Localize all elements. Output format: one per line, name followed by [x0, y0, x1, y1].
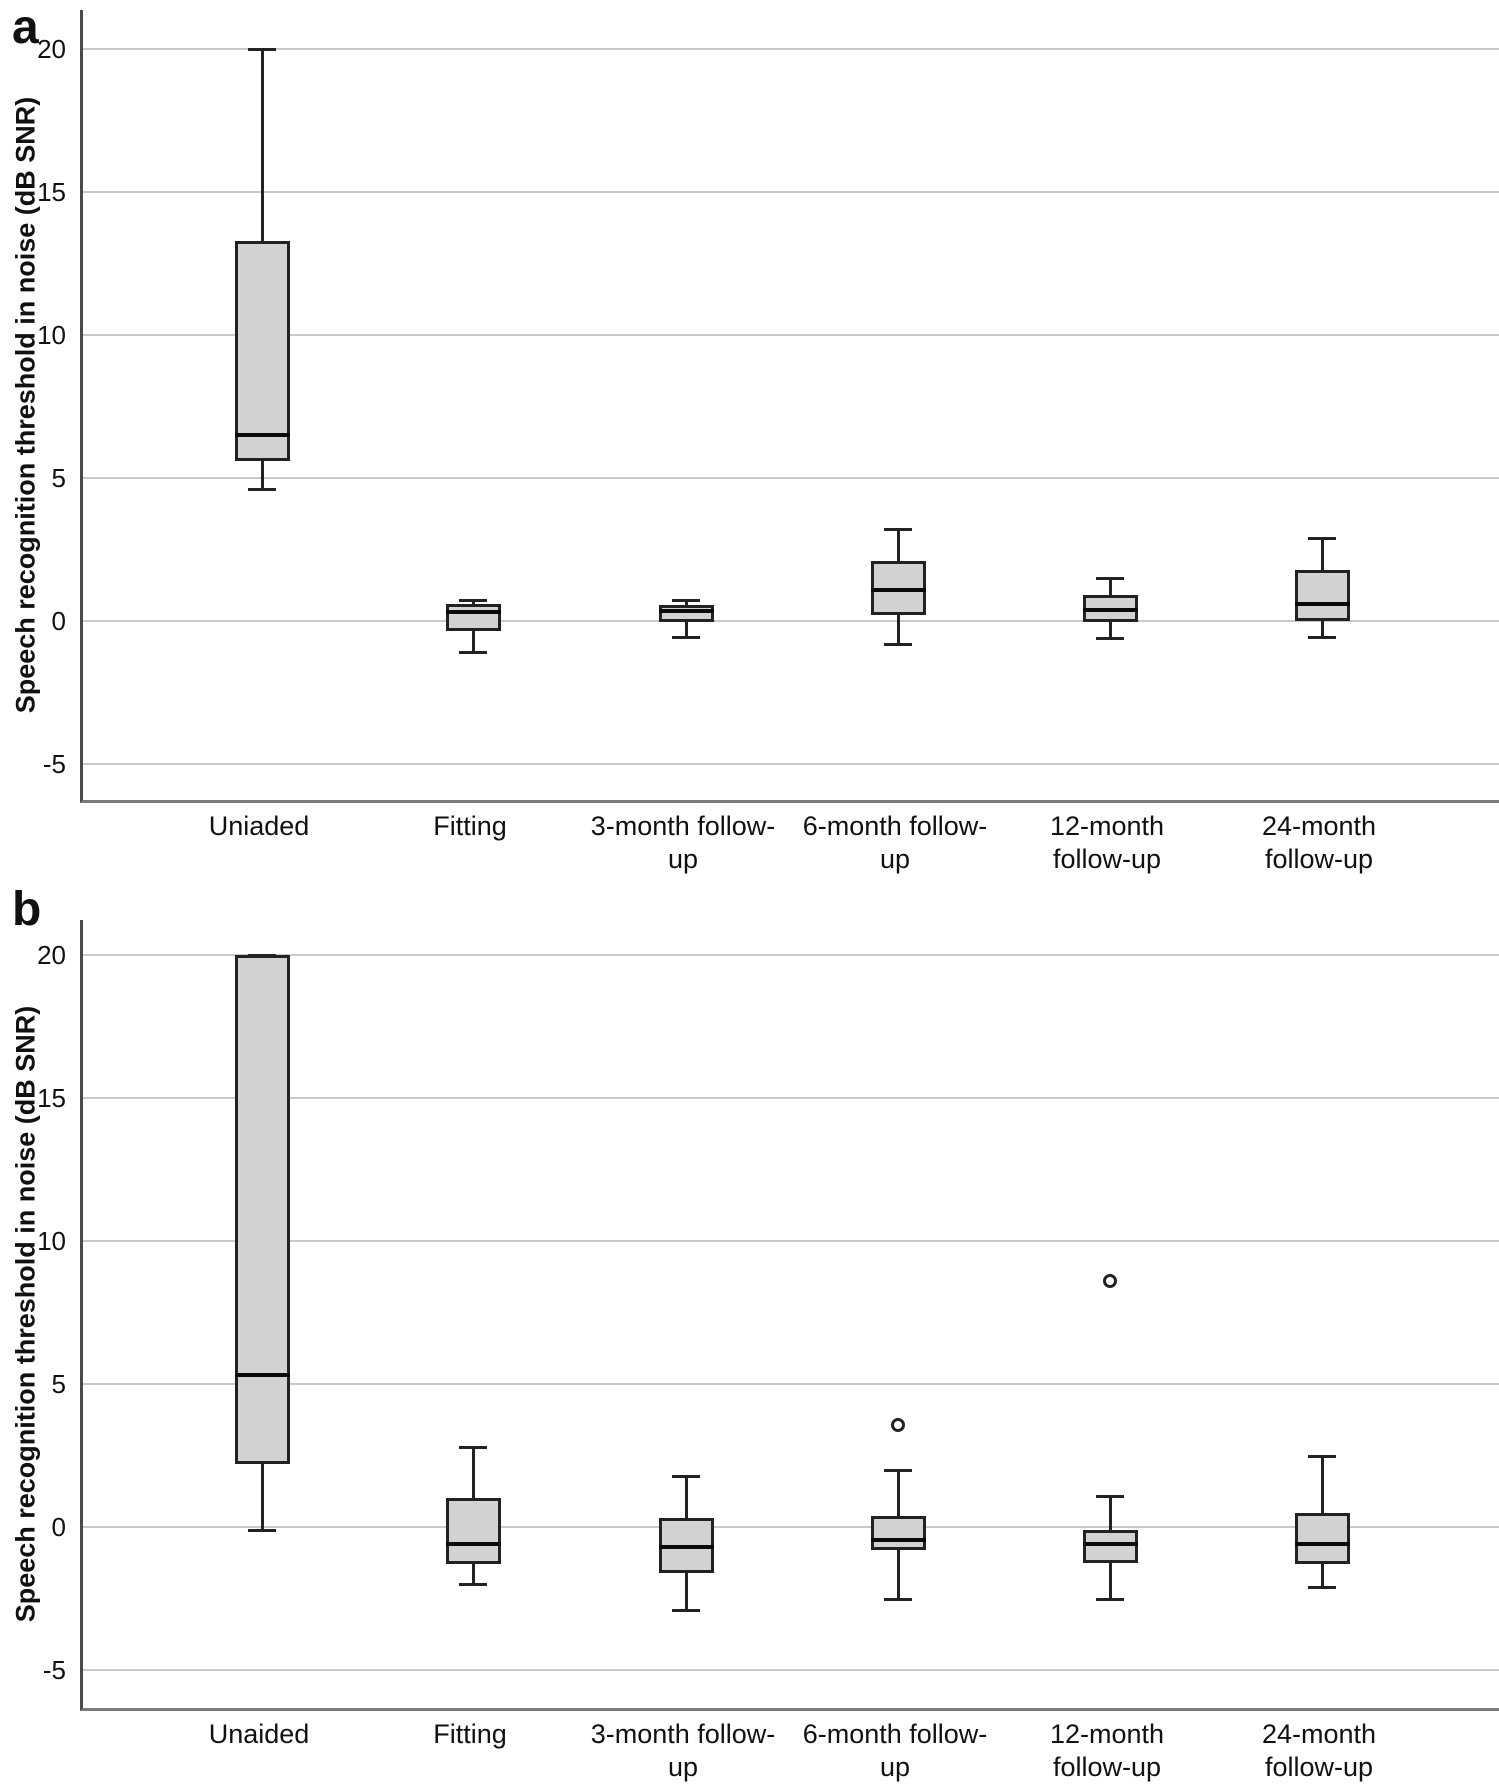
y-tick-label-15: 15	[37, 177, 66, 207]
x-category-label-fitting: Fitting	[433, 1719, 507, 1749]
gridline-10	[83, 1240, 1499, 1242]
x-category-label-6-month-follow-up: 6-month follow- up	[802, 811, 988, 874]
median-line-24-month-follow-up	[1295, 601, 1350, 606]
gridline-15	[83, 191, 1499, 193]
box-3-month-follow-up	[659, 605, 714, 623]
median-line-uniaded	[235, 433, 290, 438]
median-line-6-month-follow-up	[871, 1537, 926, 1542]
panel-b: b Speech recognition threshold in noise …	[0, 872, 1499, 1784]
median-line-unaided	[235, 1373, 290, 1378]
gridline--5	[83, 1669, 1499, 1671]
panel-a-letter: a	[12, 1, 39, 54]
x-category-label-uniaded: Uniaded	[208, 811, 310, 841]
panel-b-letter: b	[12, 883, 42, 936]
gridline-10	[83, 334, 1499, 336]
box-unaided	[235, 955, 290, 1465]
y-tick-label-10: 10	[37, 320, 66, 350]
median-line-3-month-follow-up	[659, 1545, 714, 1550]
median-line-3-month-follow-up	[659, 608, 714, 613]
y-tick-label-0: 0	[51, 606, 66, 636]
x-category-label-12-month-follow-up: 12-month follow-up	[1049, 1719, 1165, 1782]
gridline-20	[83, 48, 1499, 50]
x-category-label-3-month-follow-up: 3-month follow- up	[590, 1719, 776, 1782]
y-tick-label--5: -5	[42, 1655, 66, 1685]
x-category-label-12-month-follow-up: 12-month follow-up	[1049, 811, 1165, 874]
median-line-12-month-follow-up	[1083, 1542, 1138, 1547]
whisker-cap-high-fitting	[459, 1445, 487, 1449]
gridline-5	[83, 477, 1499, 479]
median-line-fitting	[446, 1542, 501, 1547]
gridline-15	[83, 1097, 1499, 1099]
box-uniaded	[235, 240, 290, 461]
y-tick-label-20: 20	[37, 34, 66, 64]
x-category-label-fitting: Fitting	[433, 811, 507, 841]
y-tick-label-20: 20	[37, 940, 66, 970]
panel-a: a Speech recognition threshold in noise …	[0, 0, 1499, 874]
median-line-6-month-follow-up	[871, 587, 926, 592]
y-tick-label-15: 15	[37, 1083, 66, 1113]
whisker-cap-low-24-month-follow-up	[1308, 1586, 1336, 1590]
whisker-cap-high-3-month-follow-up	[672, 598, 700, 602]
x-category-label-24-month-follow-up: 24-month follow-up	[1261, 1719, 1377, 1782]
whisker-cap-high-3-month-follow-up	[672, 1474, 700, 1478]
whisker-cap-high-24-month-follow-up	[1308, 1454, 1336, 1458]
outlier-point-12-month-follow-up-0	[1103, 1274, 1117, 1289]
gridline-0	[83, 620, 1499, 622]
whisker-cap-low-uniaded	[248, 488, 276, 492]
whisker-cap-high-uniaded	[248, 48, 276, 51]
whisker-cap-low-3-month-follow-up	[672, 635, 700, 639]
panel-a-plot-area	[80, 10, 1499, 803]
whisker-cap-low-12-month-follow-up	[1096, 637, 1124, 641]
y-tick-label-5: 5	[51, 463, 66, 493]
box-24-month-follow-up	[1295, 1512, 1350, 1565]
x-category-label-6-month-follow-up: 6-month follow- up	[802, 1719, 988, 1782]
whisker-cap-low-unaided	[248, 1528, 276, 1532]
whisker-cap-high-6-month-follow-up	[884, 1468, 912, 1472]
gridline-5	[83, 1383, 1499, 1385]
median-line-fitting	[446, 610, 501, 615]
y-tick-label--5: -5	[42, 749, 66, 779]
gridline--5	[83, 763, 1499, 765]
panel-b-plot-area	[80, 920, 1499, 1711]
x-category-label-24-month-follow-up: 24-month follow-up	[1261, 811, 1377, 874]
median-line-24-month-follow-up	[1295, 1542, 1350, 1547]
whisker-cap-low-12-month-follow-up	[1096, 1597, 1124, 1601]
whisker-cap-low-6-month-follow-up	[884, 1597, 912, 1601]
whisker-cap-low-3-month-follow-up	[672, 1608, 700, 1612]
y-tick-label-5: 5	[51, 1369, 66, 1399]
box-6-month-follow-up	[871, 1515, 926, 1550]
box-fitting	[446, 1498, 501, 1565]
y-tick-label-10: 10	[37, 1226, 66, 1256]
whisker-cap-low-fitting	[459, 1583, 487, 1587]
y-tick-label-0: 0	[51, 1512, 66, 1542]
box-12-month-follow-up	[1083, 1529, 1138, 1563]
box-fitting	[446, 603, 501, 631]
gridline-0	[83, 1526, 1499, 1528]
x-category-label-unaided: Unaided	[208, 1719, 310, 1749]
median-line-12-month-follow-up	[1083, 607, 1138, 612]
whisker-cap-high-12-month-follow-up	[1096, 1494, 1124, 1498]
whisker-cap-high-fitting	[459, 598, 487, 602]
whisker-cap-low-24-month-follow-up	[1308, 635, 1336, 639]
box-24-month-follow-up	[1295, 569, 1350, 621]
x-category-label-3-month-follow-up: 3-month follow- up	[590, 811, 776, 874]
whisker-cap-low-fitting	[459, 651, 487, 655]
outlier-point-6-month-follow-up-0	[891, 1418, 905, 1433]
whisker-cap-low-6-month-follow-up	[884, 642, 912, 646]
gridline-20	[83, 954, 1499, 956]
whisker-cap-high-24-month-follow-up	[1308, 537, 1336, 541]
whisker-cap-high-12-month-follow-up	[1096, 577, 1124, 581]
whisker-cap-high-6-month-follow-up	[884, 528, 912, 532]
